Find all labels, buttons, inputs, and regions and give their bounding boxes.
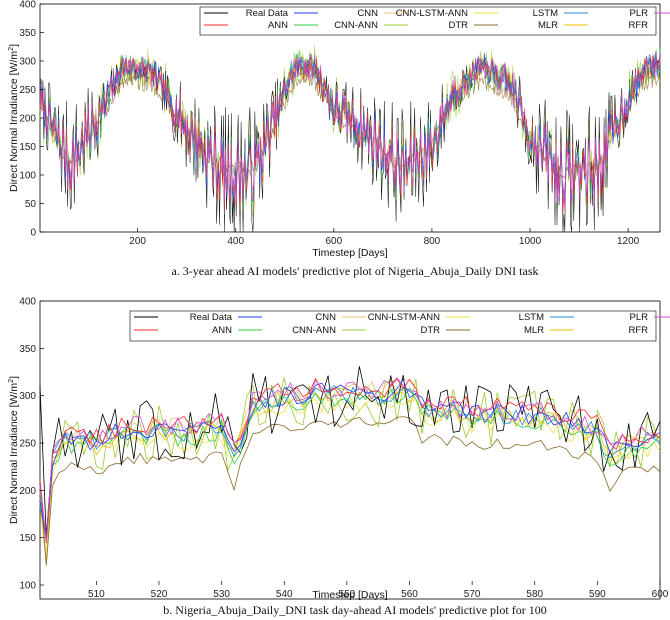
chart-b-series-mlr: [39, 416, 661, 566]
chart-b-ytick-label: 150: [19, 533, 36, 544]
chart-b-xtick-label: 590: [589, 589, 606, 600]
legend-label-cnn: CNN: [357, 8, 378, 19]
chart-b: 510 520 530 540 550 560 570 580 590 600 100 150 200 2…: [8, 297, 670, 617]
chart-b-series-lines: [39, 366, 661, 566]
legend-label-rfr: RFR: [628, 20, 648, 31]
chart-b-series-ann: [39, 377, 661, 543]
chart-b-ytick-label: 300: [19, 391, 36, 402]
chart-a-ytick-label: 350: [19, 28, 36, 39]
chart-b-series-rfr: [39, 387, 661, 565]
legend-label-dtr: DTR: [420, 325, 440, 336]
chart-b-ytick-label: 200: [19, 486, 36, 497]
chart-b-ytick-label: 350: [19, 344, 36, 355]
chart-b-series-xgb: [39, 377, 661, 544]
legend-label-real-data: Real Data: [246, 8, 289, 19]
chart-a-ytick-label: 400: [19, 0, 36, 11]
chart-b-xtick-label: 570: [464, 589, 481, 600]
chart-a-series-xgb: [39, 52, 661, 213]
legend-label-mlr: MLR: [524, 325, 544, 336]
chart-a-series-lines: [39, 45, 661, 233]
legend-label-plr: PLR: [630, 8, 649, 19]
legend-label-cnn-lstm-ann: CNN-LSTM-ANN: [368, 312, 440, 323]
legend-label-lstm: LSTM: [519, 312, 544, 323]
chart-a-xtick-label: 200: [129, 236, 146, 247]
chart-a-xtick-label: 1200: [617, 236, 640, 247]
legend-label-cnn: CNN: [315, 312, 336, 323]
chart-a: 200 400 600 800 1000 1200 0 50 100 150 200 250 300 35…: [8, 0, 670, 278]
chart-b-ticks: 510 520 530 540 550 560 570 580 590 600 100 150 200 2…: [19, 297, 668, 601]
chart-a-ytick-label: 50: [25, 199, 37, 210]
legend-label-ann: ANN: [212, 325, 232, 336]
chart-b-ytick-label: 400: [19, 297, 36, 308]
chart-b-caption: b. Nigeria_Abuja_Daily_DNI task day-ahea…: [163, 603, 546, 617]
chart-a-xtick-label: 600: [325, 236, 342, 247]
chart-b-xlabel: Timestep [Days]: [312, 589, 388, 601]
chart-b-xtick-label: 520: [151, 589, 168, 600]
chart-a-ytick-label: 100: [19, 171, 36, 182]
chart-b-xtick-label: 560: [401, 589, 418, 600]
chart-a-caption: a. 3-year ahead AI models' predictive pl…: [171, 264, 538, 278]
legend-label-mlr: MLR: [538, 20, 558, 31]
chart-b-legend-box: [129, 310, 657, 342]
chart-b-series-cnn: [39, 378, 661, 542]
chart-b-ytick-label: 250: [19, 439, 36, 450]
chart-a-xtick-label: 1000: [519, 236, 542, 247]
chart-b-xtick-label: 580: [526, 589, 543, 600]
chart-b-ylabel: Direct Normal Irradiance [W/m2]: [8, 376, 20, 524]
legend-label-real-data: Real Data: [190, 312, 233, 323]
chart-a-xlabel: Timestep [Days]: [312, 247, 388, 259]
legend-label-cnn-ann: CNN-ANN: [292, 325, 336, 336]
chart-a-legend-box: [199, 6, 657, 36]
chart-a-ticks: 200 400 600 800 1000 1200 0 50 100 150 200 250 300 35…: [19, 0, 639, 247]
chart-b-xtick-label: 530: [213, 589, 230, 600]
legend-label-plr: PLR: [630, 312, 649, 323]
legend-label-cnn-ann: CNN-ANN: [334, 20, 378, 31]
chart-a-ylabel: Direct Normal Irradiance [W/m2]: [8, 44, 20, 192]
chart-a-ytick-label: 300: [19, 57, 36, 68]
chart-a-xtick-label: 400: [227, 236, 244, 247]
chart-b-xtick-label: 510: [88, 589, 105, 600]
legend-label-dtr: DTR: [448, 20, 468, 31]
chart-a-ytick-label: 0: [30, 228, 36, 239]
legend-label-cnn-lstm-ann: CNN-LSTM-ANN: [396, 8, 468, 19]
chart-a-ytick-label: 250: [19, 85, 36, 96]
chart-b-ytick-label: 100: [19, 581, 36, 592]
legend-label-ann: ANN: [268, 20, 288, 31]
chart-b-xtick-label: 550: [339, 589, 356, 600]
chart-b-xtick-label: 540: [276, 589, 293, 600]
chart-a-xtick-label: 800: [424, 236, 441, 247]
legend-label-lstm: LSTM: [533, 8, 558, 19]
chart-a-ytick-label: 200: [19, 114, 36, 125]
legend-label-rfr: RFR: [628, 325, 648, 336]
chart-a-ytick-label: 150: [19, 142, 36, 153]
chart-b-legend: Real Data ANN CNN CNN-ANN CNN-LSTM-ANN DTR LST…: [129, 310, 670, 342]
chart-b-plot-area: [39, 300, 661, 600]
chart-b-xtick-label: 600: [652, 589, 669, 600]
